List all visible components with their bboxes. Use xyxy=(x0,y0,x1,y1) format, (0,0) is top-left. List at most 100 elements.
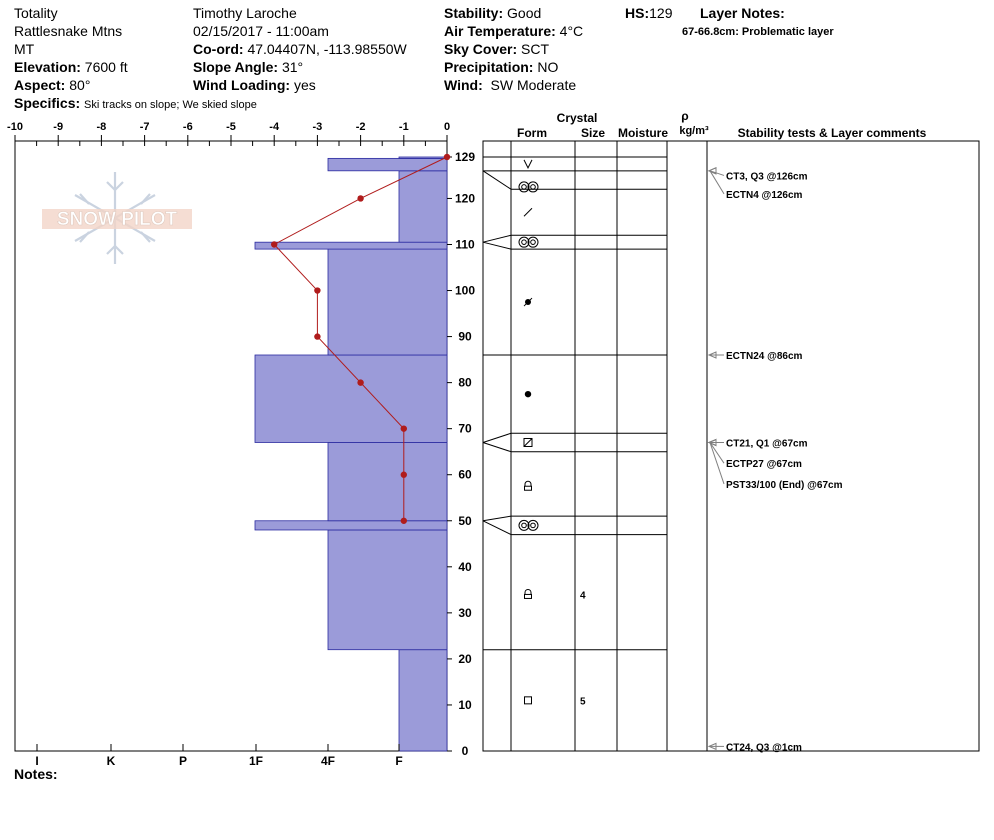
outer-circle xyxy=(527,519,539,531)
layer-connector xyxy=(482,170,512,190)
inner-circle xyxy=(521,522,527,529)
elevation: Elevation: 7600 ft xyxy=(14,59,128,75)
hardness-profile xyxy=(254,156,448,752)
test-label: PST33/100 (End) @67cm xyxy=(726,480,843,491)
v-stroke xyxy=(523,159,533,170)
square xyxy=(524,696,532,705)
precipitation: Precipitation: NO xyxy=(444,59,559,75)
moisture-header: Moisture xyxy=(618,126,668,140)
layer-connector xyxy=(482,432,512,443)
outer-circle xyxy=(518,519,530,531)
hardness-bar xyxy=(398,649,448,752)
hardness-tick-label: F xyxy=(395,754,402,768)
inner-circle xyxy=(521,239,527,245)
slash xyxy=(523,438,533,447)
hardness-tick-label: K xyxy=(107,754,116,768)
stability: Stability: Good xyxy=(444,5,542,21)
hardness-axis: I K P 1F 4F F xyxy=(35,744,403,768)
temperature-point xyxy=(357,379,364,386)
temp-tick-label: -9 xyxy=(53,121,63,133)
inner-circle xyxy=(530,522,536,529)
height-tick-label: 60 xyxy=(458,468,472,482)
height-tick-label: 10 xyxy=(458,698,472,712)
layer-boundaries xyxy=(482,156,667,651)
test-label: CT21, Q1 @67cm xyxy=(726,438,808,449)
temp-tick-label: -5 xyxy=(226,121,236,133)
test-label: CT24, Q3 @1cm xyxy=(726,742,802,753)
lock-glyph xyxy=(524,480,532,491)
air-temperature: Air Temperature: 4°C xyxy=(444,23,584,39)
square-slash-glyph xyxy=(523,437,533,447)
density-unit: kg/m³ xyxy=(679,125,709,137)
hardness-bar xyxy=(254,354,448,443)
crystal-forms: 45 xyxy=(518,159,586,707)
test-arrow-line xyxy=(709,442,725,485)
wind-loading: Wind Loading: yes xyxy=(193,77,316,93)
height-tick-label: 0 xyxy=(462,744,469,758)
size-header: Size xyxy=(581,126,605,140)
observer: Timothy Laroche xyxy=(193,5,297,21)
dot-stroke xyxy=(523,297,533,307)
stability-tests: CT3, Q3 @126cm ECTN4 @126cm ECTN24 @86cm CT… xyxy=(707,167,843,753)
test-label: ECTN4 @126cm xyxy=(726,190,803,201)
layer-note: 67-66.8cm: Problematic layer xyxy=(682,26,834,38)
snow-height: HS:129 xyxy=(625,5,673,21)
hardness-bar xyxy=(254,241,448,250)
temperature-axis: -10 -9 -8 -7 -6 -5 -4 -3 -2 -1 0 xyxy=(7,121,450,146)
temp-tick-label: -2 xyxy=(356,121,366,133)
dot-glyph xyxy=(524,390,532,398)
height-tick-label: 120 xyxy=(455,191,475,205)
temperature-point xyxy=(400,425,407,432)
temperature-point xyxy=(314,333,321,340)
crystal-size: 4 xyxy=(580,590,586,601)
test-arrow-head xyxy=(707,167,717,175)
form-header: Form xyxy=(517,126,547,140)
temperature-profile xyxy=(271,153,451,524)
test-arrow-head xyxy=(707,742,717,751)
test-label: ECTP27 @67cm xyxy=(726,459,802,470)
outer-circle xyxy=(527,181,539,193)
temperature-point xyxy=(271,241,278,248)
sky-cover: Sky Cover: SCT xyxy=(444,41,550,57)
dot xyxy=(524,390,532,398)
test-arrow-head xyxy=(707,351,717,359)
test-arrow-head xyxy=(707,438,717,447)
dot-star-glyph xyxy=(523,297,533,307)
logo-text: SNOW PILOT xyxy=(57,209,178,230)
hardness-tick-label: I xyxy=(35,754,38,768)
slash-glyph xyxy=(523,207,533,217)
wind: Wind: SW Moderate xyxy=(444,77,577,93)
height-tick-label: 20 xyxy=(458,652,472,666)
layer-connector xyxy=(482,515,512,522)
temp-tick-label: -1 xyxy=(399,121,409,133)
arch xyxy=(524,480,532,487)
arch xyxy=(524,589,532,595)
inner-circle xyxy=(521,184,527,190)
hardness-bar xyxy=(327,442,448,522)
double-circle-glyph xyxy=(518,236,539,248)
temperature-point xyxy=(400,517,407,524)
outer-circle xyxy=(518,236,530,248)
hardness-bar xyxy=(327,529,448,651)
hardness-bar xyxy=(327,248,448,356)
temp-tick-label: -3 xyxy=(313,121,323,133)
notes-label: Notes: xyxy=(14,766,58,782)
temperature-point xyxy=(357,195,364,202)
slope-angle: Slope Angle: 31° xyxy=(193,59,304,75)
height-axis: 0 10 20 30 40 50 60 70 80 90 100 110 120 129 xyxy=(447,150,475,758)
height-tick-label: 30 xyxy=(458,606,472,620)
specifics: Specifics: Ski tracks on slope; We skied… xyxy=(14,95,257,111)
layer-notes-label: Layer Notes: xyxy=(700,5,785,21)
hardness-tick-label: 1F xyxy=(249,754,263,768)
state-name: MT xyxy=(14,41,35,57)
outer-circle xyxy=(518,181,530,193)
hardness-bar xyxy=(398,156,448,159)
height-tick-label: 40 xyxy=(458,560,472,574)
test-arrow-line xyxy=(709,170,725,195)
hardness-bar xyxy=(398,170,448,243)
temp-tick-label: -4 xyxy=(269,121,280,133)
double-circle-glyph xyxy=(518,519,539,531)
height-tick-label: 70 xyxy=(458,422,472,436)
inner-circle xyxy=(530,184,536,190)
